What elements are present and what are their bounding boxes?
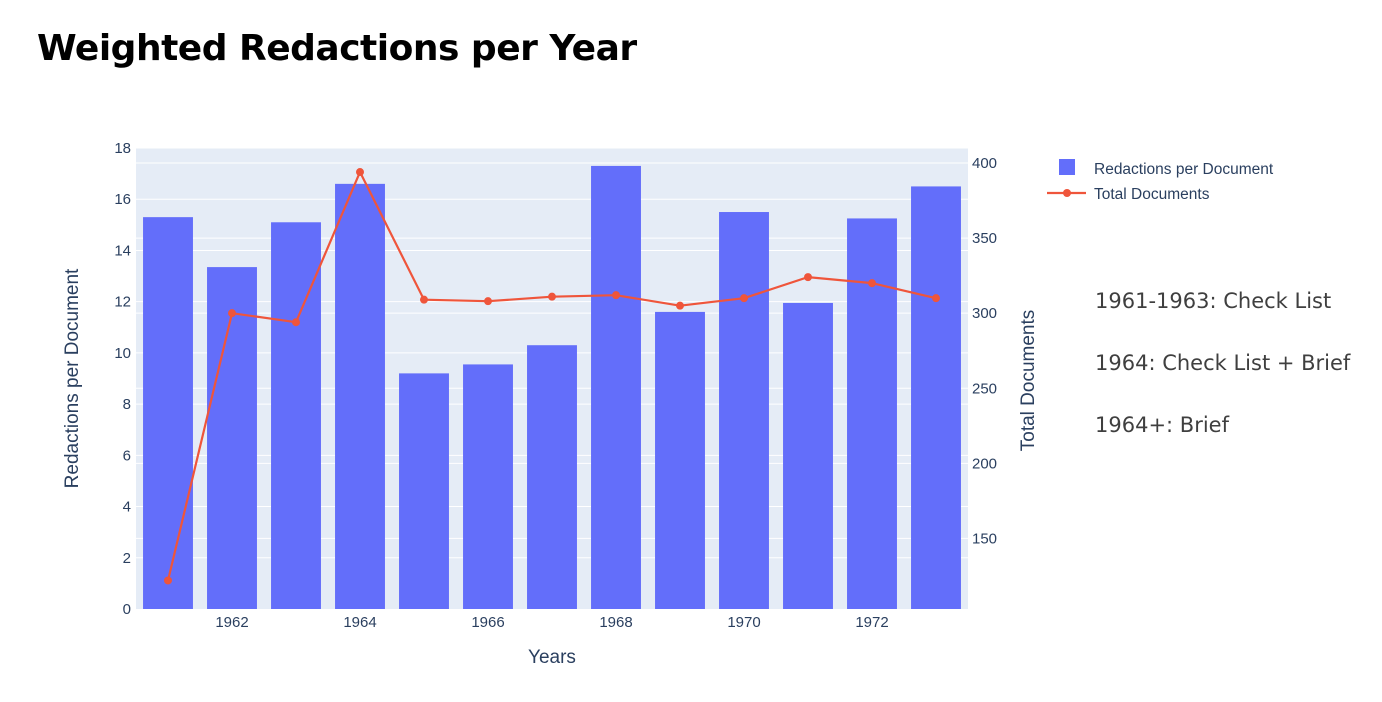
bar: [847, 218, 897, 610]
y-tick-label: 2: [123, 550, 131, 567]
legend-swatch-bar[interactable]: [1059, 159, 1075, 175]
line-point: [356, 168, 364, 177]
bar: [271, 222, 321, 609]
y2-tick-label: 400: [972, 155, 997, 172]
y-tick-label: 4: [123, 499, 131, 516]
x-tick-label: 1966: [471, 614, 504, 631]
note-check-list-brief: 1964: Check List + Brief: [1095, 351, 1351, 375]
y-tick-label: 14: [114, 242, 131, 259]
note-check-list: 1961-1963: Check List: [1095, 289, 1332, 313]
line-point: [548, 292, 556, 301]
y2-tick-label: 200: [972, 455, 997, 472]
legend-label-line[interactable]: Total Documents: [1094, 186, 1210, 203]
legend-swatch-marker: [1063, 189, 1071, 197]
y2-tick-label: 250: [972, 380, 997, 397]
y-tick-label: 10: [114, 345, 131, 362]
y2-tick-label: 300: [972, 305, 997, 322]
bar-series: [143, 165, 961, 610]
line-series: [164, 168, 940, 585]
y2-axis-title: Total Documents: [1018, 310, 1039, 452]
line-point: [228, 309, 236, 318]
x-tick-label: 1968: [599, 614, 632, 631]
note-brief: 1964+: Brief: [1095, 413, 1229, 437]
line-point: [292, 318, 300, 327]
x-tick-label: 1962: [215, 614, 248, 631]
y-axis-left: 0 2 4 6 8 10 12 14 16 18: [114, 140, 131, 618]
bar: [207, 267, 257, 609]
line-point: [420, 295, 428, 304]
line-point: [612, 291, 620, 300]
y2-tick-label: 150: [972, 530, 997, 547]
line-point: [740, 294, 748, 303]
x-tick-label: 1972: [855, 614, 888, 631]
bar: [399, 373, 449, 609]
annotation-notes: 1961-1963: Check List 1964: Check List +…: [1095, 284, 1350, 470]
x-tick-label: 1970: [727, 614, 760, 631]
y-tick-label: 12: [114, 294, 131, 311]
x-axis: 1962 1964 1966 1968 1970 1972: [215, 614, 888, 631]
bar: [527, 345, 577, 609]
bar: [335, 183, 385, 609]
y-tick-label: 18: [114, 140, 131, 157]
line-point: [868, 279, 876, 288]
bar: [911, 186, 961, 609]
line-point: [804, 273, 812, 282]
y-axis-right: 150 200 250 300 350 400: [972, 155, 997, 547]
line-point: [164, 576, 172, 585]
y-tick-label: 6: [123, 447, 131, 464]
y-tick-label: 8: [123, 396, 131, 413]
legend: Redactions per Document Total Documents: [1047, 159, 1274, 203]
line-point: [932, 294, 940, 303]
y-tick-label: 16: [114, 191, 131, 208]
bar: [143, 217, 193, 609]
bar: [591, 165, 641, 609]
y-axis-title: Redactions per Document: [62, 268, 83, 488]
bar: [783, 302, 833, 609]
y2-tick-label: 350: [972, 230, 997, 247]
line-point: [676, 301, 684, 310]
x-tick-label: 1964: [343, 614, 376, 631]
y-tick-label: 0: [123, 601, 131, 618]
x-axis-title: Years: [528, 647, 576, 668]
bar: [655, 311, 705, 609]
line-point: [484, 297, 492, 306]
bar: [719, 212, 769, 609]
bar: [463, 364, 513, 609]
legend-label-bar[interactable]: Redactions per Document: [1094, 161, 1274, 178]
page-title: Weighted Redactions per Year: [37, 28, 637, 69]
